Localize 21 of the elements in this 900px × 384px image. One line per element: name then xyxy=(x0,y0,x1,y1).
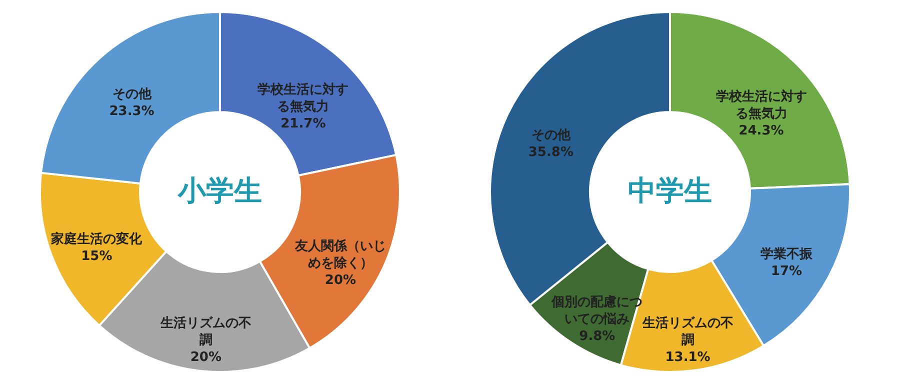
slice-label: 家庭生活の変化 xyxy=(50,231,144,248)
data-label: 9.8% xyxy=(579,329,616,344)
data-label: 24.3% xyxy=(738,124,784,139)
slice-label: その他 xyxy=(531,128,572,144)
slice-label: 学業不振 xyxy=(760,247,814,262)
slice-label: 生活リズムの不調 xyxy=(159,316,252,348)
text: 小学生 xyxy=(177,174,262,207)
data-label: 35.8% xyxy=(528,145,574,160)
data-label: 21.7% xyxy=(280,116,326,132)
slice-label: 学校生活に対する無気力 xyxy=(716,88,807,122)
data-label: 17% xyxy=(770,264,802,280)
slice-label: その他 xyxy=(112,86,152,102)
data-label: 20% xyxy=(190,350,222,366)
data-label: 13.1% xyxy=(665,350,710,365)
text: 中学生 xyxy=(628,174,712,207)
slice-label: 学校生活に対する無気力 xyxy=(258,82,349,115)
data-label: 15% xyxy=(81,249,112,264)
data-label: 23.3% xyxy=(109,104,154,119)
data-label: 20% xyxy=(324,272,356,288)
slice-label: 友人関係（いじめを除く） xyxy=(294,238,386,271)
slice-label: 生活リズムの不調 xyxy=(641,316,734,348)
